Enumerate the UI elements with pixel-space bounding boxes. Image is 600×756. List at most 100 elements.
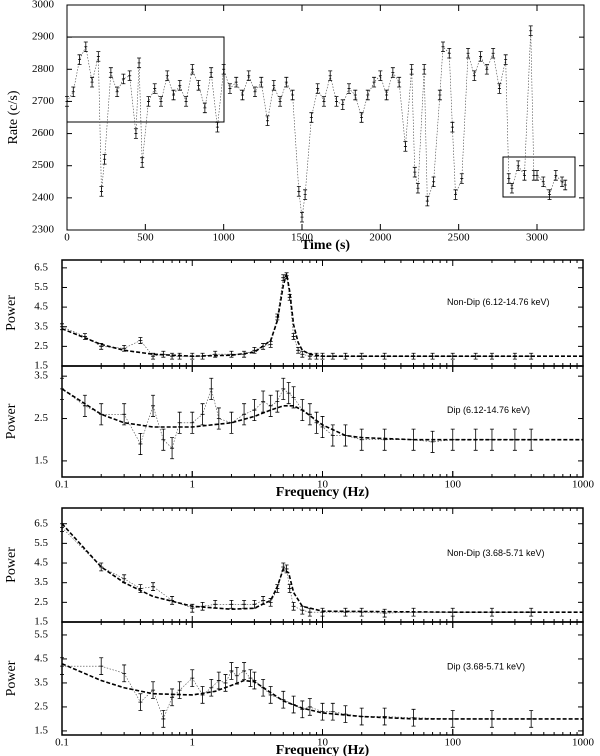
y-tick-label: 3.5	[34, 370, 48, 382]
data-point	[234, 76, 239, 88]
data-point	[200, 601, 205, 611]
data-point	[489, 352, 494, 360]
x-tick-label: 1000	[572, 479, 595, 491]
data-point	[90, 76, 95, 88]
data-point	[229, 411, 234, 434]
data-point	[281, 690, 286, 709]
x-tick-label: 500	[137, 232, 154, 244]
data-point	[307, 403, 312, 426]
x-tick-label: 10	[317, 479, 329, 491]
y-tick-label: 5.5	[34, 628, 48, 640]
data-point	[215, 121, 220, 133]
data-point	[177, 411, 182, 434]
highlight-box	[66, 36, 225, 123]
data-point	[512, 352, 517, 360]
data-point	[229, 599, 234, 609]
y-tick-label: 3000	[32, 0, 55, 11]
x-tick-label: 1000	[213, 232, 236, 244]
y-tick-label: 2300	[32, 224, 55, 236]
data-point	[261, 678, 266, 697]
data-point	[200, 403, 205, 426]
data-point	[425, 195, 430, 207]
data-point	[240, 89, 245, 101]
data-point	[213, 599, 218, 609]
data-point	[359, 428, 364, 451]
data-point	[190, 411, 195, 434]
data-point	[209, 377, 214, 400]
data-point	[303, 189, 308, 200]
data-point	[138, 584, 143, 593]
y-tick-label: 5.5	[34, 537, 48, 549]
data-point	[122, 574, 127, 584]
y-tick-label: 2.5	[34, 596, 48, 608]
data-point	[138, 693, 143, 711]
data-point	[441, 41, 445, 53]
data-point	[170, 437, 175, 460]
data-point	[296, 186, 301, 197]
x-tick-label: 10	[317, 737, 329, 749]
data-point	[275, 313, 280, 321]
data-point	[529, 710, 534, 728]
data-point	[291, 333, 296, 340]
data-point	[268, 686, 273, 704]
y-axis-label: Power	[4, 295, 19, 331]
y-tick-label: 2.5	[34, 340, 48, 352]
data-point	[121, 73, 126, 85]
data-point	[343, 424, 348, 447]
data-point	[437, 89, 442, 101]
data-point	[133, 128, 138, 139]
highlight-box	[502, 156, 576, 198]
data-point	[321, 96, 326, 107]
data-point	[161, 710, 166, 728]
data-point	[497, 83, 502, 94]
y-tick-label: 3.5	[34, 576, 48, 588]
data-point	[541, 176, 546, 188]
data-point	[447, 47, 452, 59]
data-point	[489, 710, 494, 728]
data-point	[491, 47, 496, 59]
data-point	[450, 352, 455, 360]
data-point	[431, 176, 436, 188]
data-point	[83, 41, 88, 53]
x-tick-label: 1000	[572, 737, 595, 749]
data-point	[466, 47, 471, 59]
data-point	[99, 186, 104, 197]
data-point	[334, 96, 339, 107]
data-point	[287, 584, 292, 593]
data-point	[411, 428, 416, 451]
data-point	[330, 702, 335, 721]
data-point	[353, 89, 358, 101]
y-tick-label: 6.5	[34, 517, 48, 529]
data-point	[152, 83, 157, 94]
y-axis-label: Power	[4, 403, 19, 439]
data-point	[529, 607, 534, 617]
data-point	[290, 89, 295, 101]
y-tick-label: 4.5	[34, 652, 48, 664]
data-point	[229, 662, 234, 680]
data-point	[330, 352, 335, 360]
data-point	[122, 344, 127, 352]
plot-frame	[61, 259, 584, 367]
data-point	[506, 173, 511, 184]
data-point	[242, 350, 247, 358]
data-point	[531, 170, 536, 181]
data-point	[202, 102, 207, 114]
data-point	[161, 428, 166, 451]
data-point	[382, 707, 387, 726]
data-point	[547, 189, 552, 200]
data-point	[108, 67, 113, 78]
x-tick-label: 3000	[526, 232, 549, 244]
data-point	[77, 54, 82, 65]
data-point	[196, 80, 201, 91]
data-point	[248, 669, 253, 687]
data-point	[146, 96, 151, 107]
data-point	[252, 399, 257, 422]
data-point	[372, 76, 377, 88]
data-point	[190, 669, 195, 687]
data-point	[516, 160, 521, 171]
data-point	[478, 51, 483, 62]
data-point	[60, 377, 64, 400]
data-point	[171, 89, 176, 101]
y-tick-label: 3.5	[34, 320, 48, 332]
